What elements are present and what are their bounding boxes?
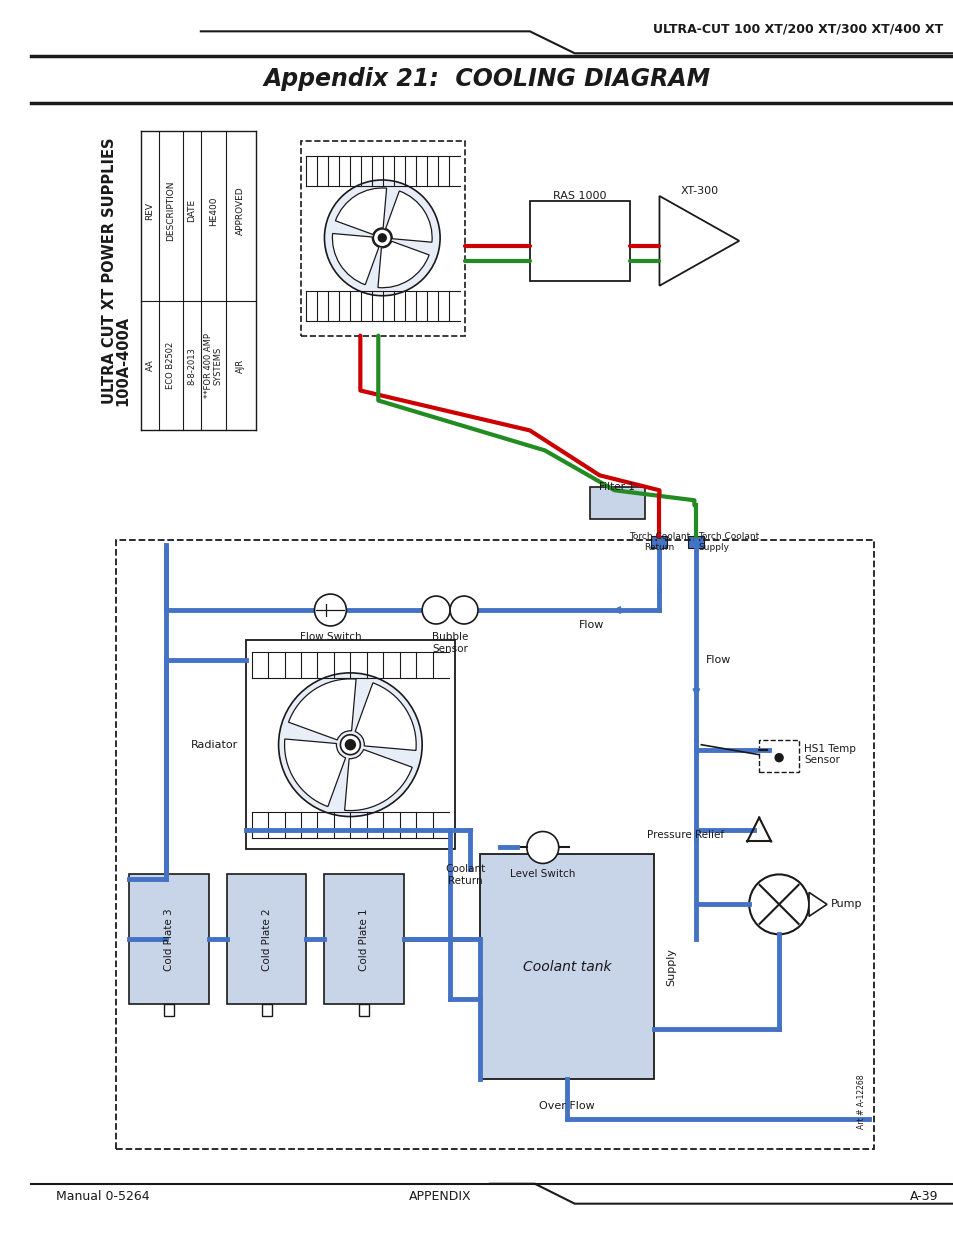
Bar <box>651 536 667 548</box>
Text: Manual 0-5264: Manual 0-5264 <box>56 1191 150 1203</box>
Text: Pump: Pump <box>830 899 862 909</box>
Text: **FOR 400 AMP
SYSTEMS: **FOR 400 AMP SYSTEMS <box>203 333 223 398</box>
Bar <box>759 740 799 772</box>
Text: Filter 1: Filter 1 <box>598 483 635 493</box>
Text: APPENDIX: APPENDIX <box>409 1191 471 1203</box>
Text: Appendix 21:  COOLING DIAGRAM: Appendix 21: COOLING DIAGRAM <box>263 67 710 91</box>
Text: AJR: AJR <box>236 358 245 373</box>
Circle shape <box>450 597 477 624</box>
Text: ECO B2502: ECO B2502 <box>166 342 175 389</box>
Text: HE400: HE400 <box>209 196 217 226</box>
Text: Flow Switch: Flow Switch <box>299 632 361 642</box>
Circle shape <box>340 735 360 755</box>
Text: Over Flow: Over Flow <box>538 1100 595 1112</box>
Circle shape <box>373 228 391 247</box>
Text: XT-300: XT-300 <box>679 186 718 196</box>
Bar <box>589 488 644 519</box>
Wedge shape <box>284 739 345 806</box>
Text: Cold Plate 3: Cold Plate 3 <box>164 908 173 971</box>
Text: DATE: DATE <box>187 199 196 222</box>
Text: RAS 1000: RAS 1000 <box>553 191 606 201</box>
Circle shape <box>378 233 386 242</box>
Circle shape <box>422 597 450 624</box>
Bar <box>529 201 629 280</box>
Text: APPROVED: APPROVED <box>236 186 245 235</box>
Text: Torch Coolant
Supply: Torch Coolant Supply <box>698 532 759 552</box>
Bar <box>116 540 873 1149</box>
Bar <box>688 536 703 548</box>
Text: Pressure Relief: Pressure Relief <box>646 830 723 840</box>
Text: Cold Plate 2: Cold Plate 2 <box>261 908 272 971</box>
Circle shape <box>526 831 558 863</box>
Circle shape <box>775 753 782 762</box>
Text: Art # A-12268: Art # A-12268 <box>856 1074 865 1129</box>
Circle shape <box>314 594 346 626</box>
Wedge shape <box>377 241 429 288</box>
Text: Radiator: Radiator <box>191 740 237 750</box>
Text: Flow: Flow <box>705 655 731 664</box>
Wedge shape <box>355 683 416 751</box>
Wedge shape <box>385 191 432 242</box>
Text: 8-8-2013: 8-8-2013 <box>187 347 196 384</box>
Wedge shape <box>332 233 378 285</box>
Polygon shape <box>659 196 739 285</box>
Bar <box>246 640 455 850</box>
Text: Bubble
Sensor: Bubble Sensor <box>432 632 468 653</box>
Text: Torch Coolant
Return: Torch Coolant Return <box>628 532 689 552</box>
Text: Flow: Flow <box>578 620 604 630</box>
Bar <box>479 855 654 1079</box>
Text: Coolant
Return: Coolant Return <box>444 864 485 885</box>
Text: Supply: Supply <box>666 947 676 986</box>
Text: ULTRA-CUT 100 XT/200 XT/300 XT/400 XT: ULTRA-CUT 100 XT/200 XT/300 XT/400 XT <box>653 22 943 36</box>
Text: REV: REV <box>145 201 154 220</box>
Circle shape <box>324 180 439 295</box>
Text: 100A-400A: 100A-400A <box>115 315 131 405</box>
Bar <box>300 141 464 336</box>
Circle shape <box>278 673 422 816</box>
Text: HS1 Temp
Sensor: HS1 Temp Sensor <box>803 743 855 766</box>
Text: Cold Plate 1: Cold Plate 1 <box>359 908 369 971</box>
Text: A-39: A-39 <box>909 1191 938 1203</box>
Bar <box>261 1004 272 1016</box>
Polygon shape <box>808 893 826 916</box>
Bar <box>324 874 404 1004</box>
Bar <box>359 1004 369 1016</box>
Circle shape <box>345 740 355 750</box>
Bar <box>227 874 306 1004</box>
Wedge shape <box>344 750 412 810</box>
Bar <box>129 874 209 1004</box>
Text: Coolant tank: Coolant tank <box>522 960 611 973</box>
Text: Level Switch: Level Switch <box>510 869 575 879</box>
Text: ULTRA CUT XT POWER SUPPLIES: ULTRA CUT XT POWER SUPPLIES <box>101 137 116 404</box>
Wedge shape <box>335 188 386 235</box>
Bar <box>164 1004 173 1016</box>
Text: DESCRIPTION: DESCRIPTION <box>166 180 175 241</box>
Wedge shape <box>288 679 355 740</box>
Circle shape <box>748 874 808 935</box>
Text: AA: AA <box>145 359 154 372</box>
